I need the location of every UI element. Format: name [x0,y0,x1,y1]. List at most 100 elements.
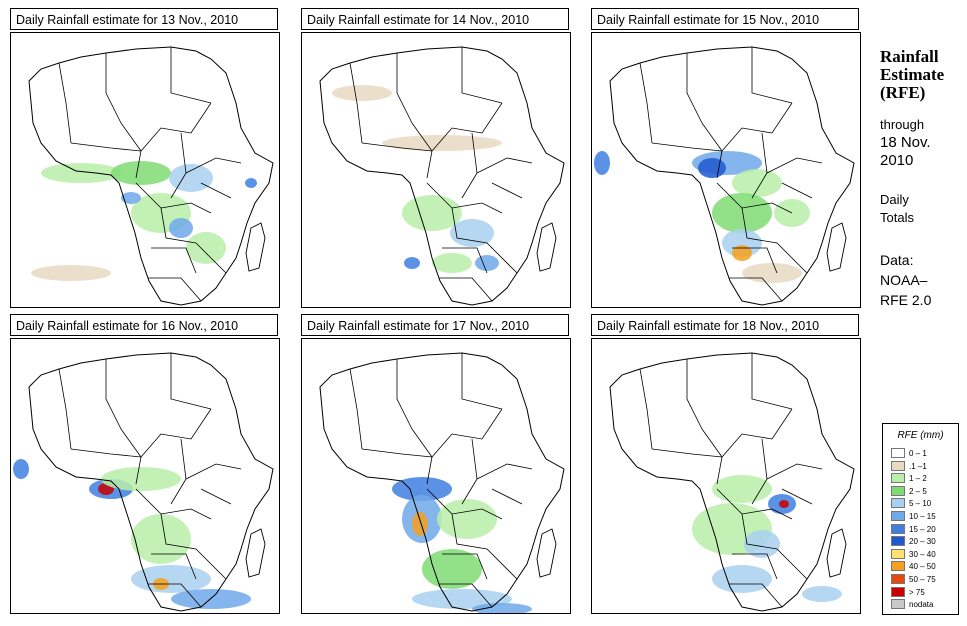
rainfall-field [332,85,502,273]
country-border [461,438,478,505]
country-border [200,182,232,199]
map-panel-16-nov: Daily Rainfall estimate for 16 Nov., 201… [10,314,280,614]
country-border [160,513,227,580]
legend-swatch [891,498,905,509]
panel-title: Daily Rainfall estimate for 17 Nov., 201… [301,314,569,336]
legend-item: 50 – 75 [891,574,936,585]
country-border [727,583,783,608]
map-panel-14-nov: Daily Rainfall estimate for 14 Nov., 201… [301,8,571,308]
country-border [651,142,723,152]
rainfall-area [171,589,251,609]
country-border [361,142,433,152]
legend-item: 40 – 50 [891,561,936,572]
africa-map [609,352,855,612]
legend-swatch [891,485,905,496]
country-border [781,488,813,505]
africa-map [319,352,565,613]
side-heading: Rainfall Estimate (RFE) [880,48,965,102]
country-border [151,247,197,274]
country-border [140,408,212,458]
through-date-line-1: 18 Nov. [880,134,931,151]
rainfall-area [186,232,226,264]
country-border [442,247,488,274]
country-border [185,157,242,174]
country-border [411,122,433,179]
rainfall-field [692,475,842,602]
map-area [591,338,861,614]
coastline [28,46,274,306]
country-border [716,182,793,214]
country-border [361,448,433,458]
coastline [28,352,274,612]
panel-title: Daily Rainfall estimate for 15 Nov., 201… [591,8,859,30]
legend-item: > 75 [891,586,925,598]
legend-label: 10 – 15 [909,512,936,521]
rainfall-area [594,151,610,175]
legend-label: nodata [909,600,934,610]
africa-map [319,46,565,306]
map-area [10,338,280,614]
legend-label: 30 – 40 [909,549,936,559]
rainfall-field [594,151,810,283]
country-border [766,157,823,174]
madagascar [826,222,847,272]
map-panel-13-nov: Daily Rainfall estimate for 13 Nov., 201… [10,8,280,308]
country-border [170,438,187,505]
coastline [609,352,855,612]
legend-item: 2 – 5 [891,485,927,497]
legend-swatch [891,574,905,584]
rainfall-area [382,135,502,151]
rainfall-area [101,467,181,491]
country-border [120,428,142,485]
rainfall-area [698,158,726,178]
legend-item: .1 –1 [891,460,927,472]
rainfall-area [450,219,494,247]
country-border [170,353,212,410]
legend-title: RFE (mm) [897,430,944,441]
country-border [451,513,518,580]
country-border [437,583,493,608]
rainfall-area [41,163,121,183]
panel-title: Daily Rainfall estimate for 14 Nov., 201… [301,8,569,30]
rainfall-area [802,586,842,602]
country-border [105,53,122,124]
rainfall-area [245,178,257,188]
africa-map [594,46,855,306]
rfe-legend: RFE (mm) 0 – 1 .1 –1 1 – 2 2 – 5 5 – 10 10 – … [882,423,959,615]
legend-label: 50 – 75 [909,575,936,584]
rainfall-area [712,565,772,593]
legend-swatch [891,473,905,484]
madagascar [536,222,557,272]
country-border [491,488,523,505]
africa-map [13,352,274,612]
legend-swatch [891,460,905,471]
country-border [70,142,142,152]
rainfall-area [412,512,428,536]
legend-item: 30 – 40 [891,548,936,560]
country-border [120,122,142,179]
heading-line-2: Estimate [880,65,945,84]
country-border [721,408,793,458]
legend-item: 1 – 2 [891,473,927,484]
legend-item: 20 – 30 [891,536,936,547]
country-border [349,368,363,450]
rainfall-area [169,164,213,192]
legend-swatch [891,599,905,610]
legend-item: 0 – 1 [891,448,927,459]
country-border [185,463,242,480]
rainfall-area [732,245,752,261]
rainfall-area [779,500,789,508]
legend-label: 15 – 20 [909,524,936,534]
legend-label: 40 – 50 [909,562,936,572]
rainfall-area [475,255,499,271]
country-border [651,448,723,458]
country-border [396,53,413,124]
country-border [146,583,202,608]
rainfall-area [742,263,802,283]
side-daily: Daily Totals [880,191,965,227]
country-border [349,62,363,144]
madagascar [826,528,847,578]
rainfall-area [111,161,171,185]
country-border [751,353,793,410]
country-border [716,488,793,520]
